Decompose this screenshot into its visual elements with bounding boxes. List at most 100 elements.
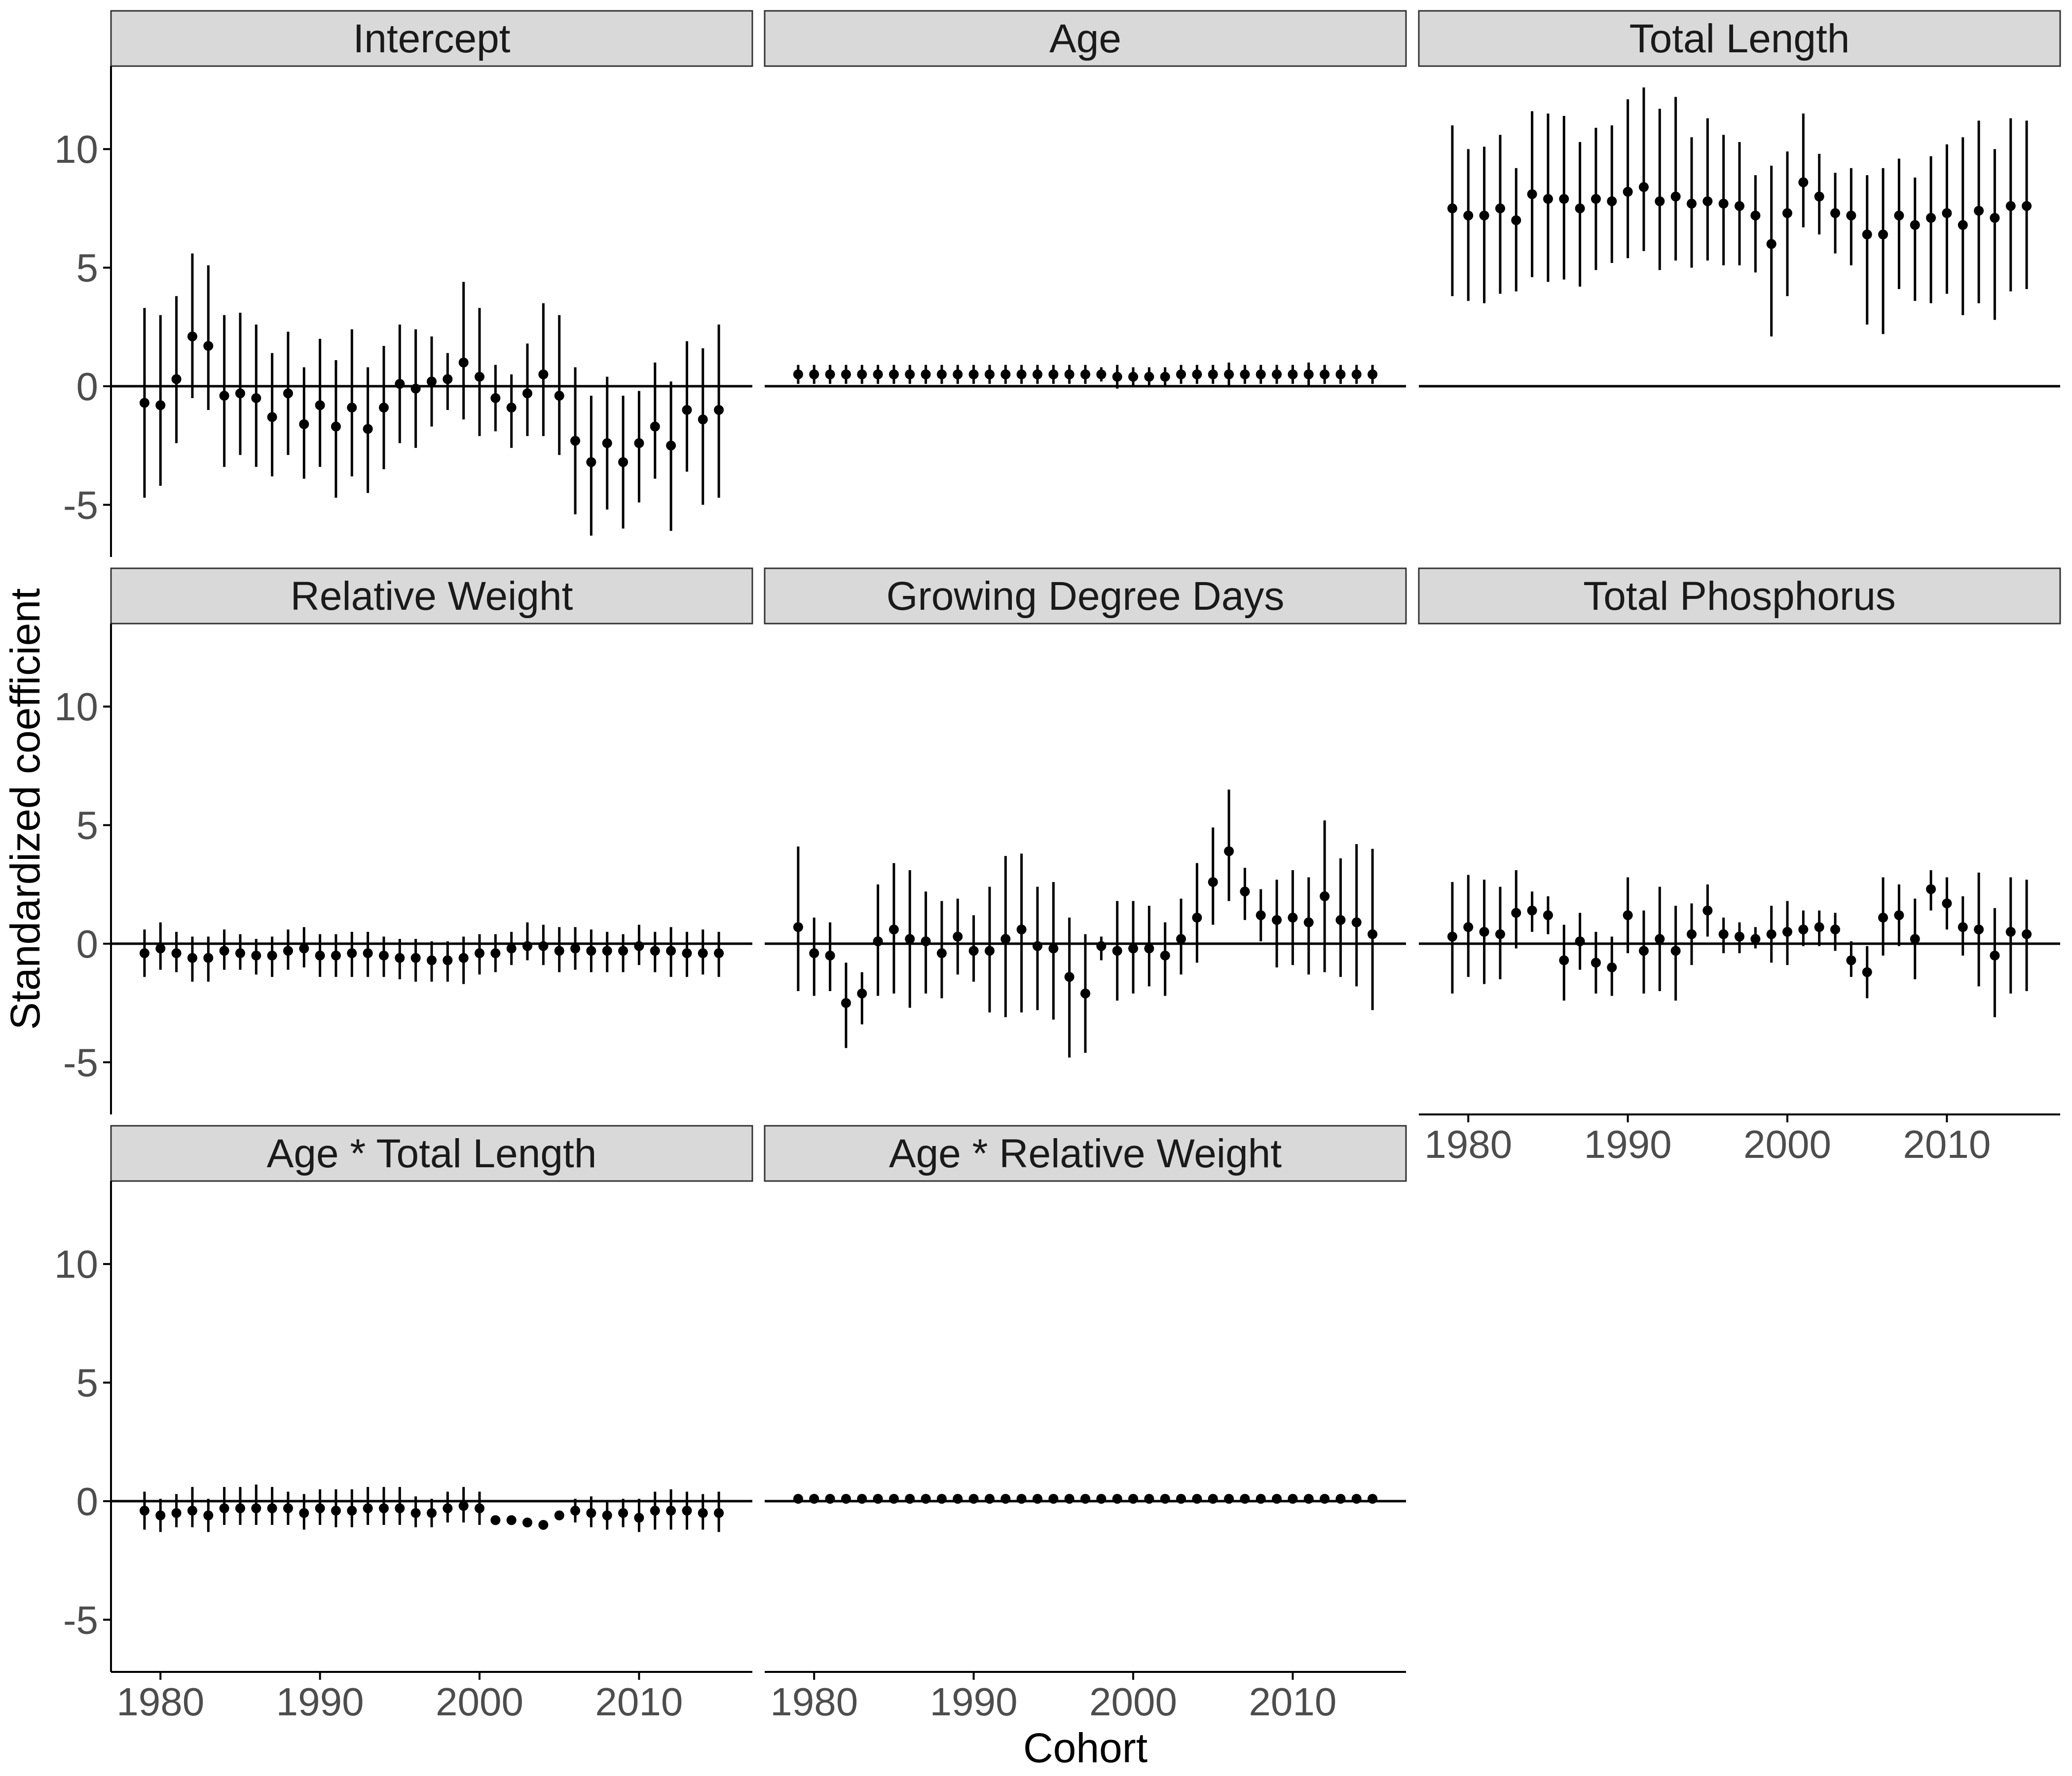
x-tick-label-total-phosphorus: 1990 [1584, 1122, 1672, 1166]
point-age-total-length [458, 1501, 469, 1511]
point-intercept [650, 421, 660, 432]
point-age-relative-weight [1224, 1494, 1234, 1504]
point-total-phosphorus [1926, 884, 1936, 894]
point-total-length [1782, 208, 1793, 219]
point-intercept [283, 388, 293, 399]
point-growing-degree-days [1096, 941, 1107, 951]
point-relative-weight [155, 943, 166, 954]
point-age-total-length [602, 1510, 612, 1520]
point-age-relative-weight [1272, 1494, 1282, 1504]
point-intercept [443, 374, 453, 384]
point-total-length [1958, 220, 1968, 230]
panel-age-relative-weight: Age * Relative Weight 1980 1990 2000 2010 [764, 1125, 1407, 1724]
point-total-length [1798, 177, 1809, 187]
panel-age: Age [764, 10, 1407, 389]
point-total-length [1702, 196, 1713, 206]
point-relative-weight [395, 953, 405, 963]
point-intercept [618, 457, 629, 467]
point-total-length [1926, 213, 1936, 223]
strip-label-age-total-length: Age * Total Length [267, 1131, 597, 1176]
point-age-total-length [283, 1503, 293, 1514]
point-total-length [1878, 229, 1888, 240]
panel-intercept: Intercept -5 0 5 10 [54, 10, 753, 557]
point-age [968, 369, 979, 379]
point-total-phosphorus [1862, 967, 1872, 977]
x-tick-label-age-relative-weight: 1990 [930, 1680, 1018, 1724]
point-total-length [1718, 198, 1729, 209]
point-relative-weight [666, 946, 676, 956]
x-tick-label-total-phosphorus: 2010 [1903, 1122, 1991, 1166]
point-age [888, 369, 899, 379]
point-total-phosphorus [1910, 934, 1920, 944]
point-total-length [1974, 206, 1984, 216]
point-relative-weight [634, 941, 644, 951]
point-age [1080, 369, 1090, 379]
point-age [1064, 369, 1074, 379]
point-growing-degree-days [1080, 988, 1090, 999]
point-age [1320, 369, 1330, 379]
point-age [1288, 369, 1298, 379]
point-age [953, 369, 963, 379]
point-total-length [1638, 182, 1649, 192]
point-growing-degree-days [905, 934, 915, 944]
strip-label-age-relative-weight: Age * Relative Weight [889, 1131, 1282, 1176]
point-total-phosphorus [1958, 922, 1968, 932]
y-tick-label-intercept: 5 [76, 246, 99, 290]
point-intercept [267, 412, 277, 422]
point-total-phosphorus [1686, 929, 1697, 939]
y-tick-label-intercept: -5 [63, 483, 98, 527]
point-age [1272, 369, 1282, 379]
point-growing-degree-days [921, 936, 931, 947]
point-growing-degree-days [1144, 943, 1154, 954]
point-age [1048, 369, 1059, 379]
point-growing-degree-days [984, 946, 995, 956]
point-total-length [1479, 210, 1489, 221]
point-age-relative-weight [984, 1494, 995, 1504]
point-age-relative-weight [809, 1494, 819, 1504]
point-age-relative-weight [1112, 1494, 1122, 1504]
point-total-phosphorus [1830, 925, 1841, 935]
point-total-length [1750, 210, 1761, 221]
point-total-length [1894, 210, 1904, 221]
point-age [1032, 369, 1042, 379]
y-tick-label-intercept: 0 [76, 365, 99, 408]
point-relative-weight [251, 950, 261, 961]
point-age-relative-weight [953, 1494, 963, 1504]
point-total-length [1511, 215, 1521, 225]
strip-total-phosphorus [1418, 567, 2061, 625]
point-growing-degree-days [1016, 925, 1027, 935]
point-intercept [506, 403, 517, 413]
point-intercept [554, 391, 564, 401]
point-total-length [1463, 210, 1474, 221]
point-total-phosphorus [1447, 931, 1457, 942]
point-intercept [235, 388, 245, 399]
point-age-total-length [139, 1506, 149, 1516]
point-age-relative-weight [1096, 1494, 1107, 1504]
strip-label-intercept: Intercept [353, 16, 510, 61]
point-intercept [331, 421, 341, 432]
point-total-phosphorus [2005, 926, 2016, 937]
point-total-length [1543, 194, 1553, 204]
point-growing-degree-days [1240, 887, 1250, 897]
point-age-relative-weight [873, 1494, 883, 1504]
x-tick-label-total-phosphorus: 1980 [1424, 1122, 1512, 1166]
point-intercept [490, 393, 501, 403]
point-growing-degree-days [1351, 917, 1362, 927]
point-age [1000, 369, 1011, 379]
point-growing-degree-days [809, 948, 819, 959]
point-total-phosphorus [1798, 925, 1809, 935]
point-total-length [1575, 203, 1585, 214]
point-age-total-length [634, 1513, 644, 1523]
point-total-length [1766, 239, 1776, 249]
point-intercept [139, 398, 149, 408]
x-tick-label-age-total-length: 1990 [276, 1680, 364, 1724]
point-total-phosphorus [1511, 908, 1521, 918]
strip-label-growing-degree-days: Growing Degree Days [887, 574, 1285, 619]
point-age-relative-weight [825, 1494, 835, 1504]
point-total-length [1990, 213, 2000, 223]
point-total-length [1655, 196, 1665, 206]
panel-growing-degree-days: Growing Degree Days [764, 567, 1407, 1058]
point-age-total-length [475, 1503, 485, 1514]
point-intercept [410, 383, 421, 394]
x-tick-label-age-total-length: 1980 [116, 1680, 204, 1724]
